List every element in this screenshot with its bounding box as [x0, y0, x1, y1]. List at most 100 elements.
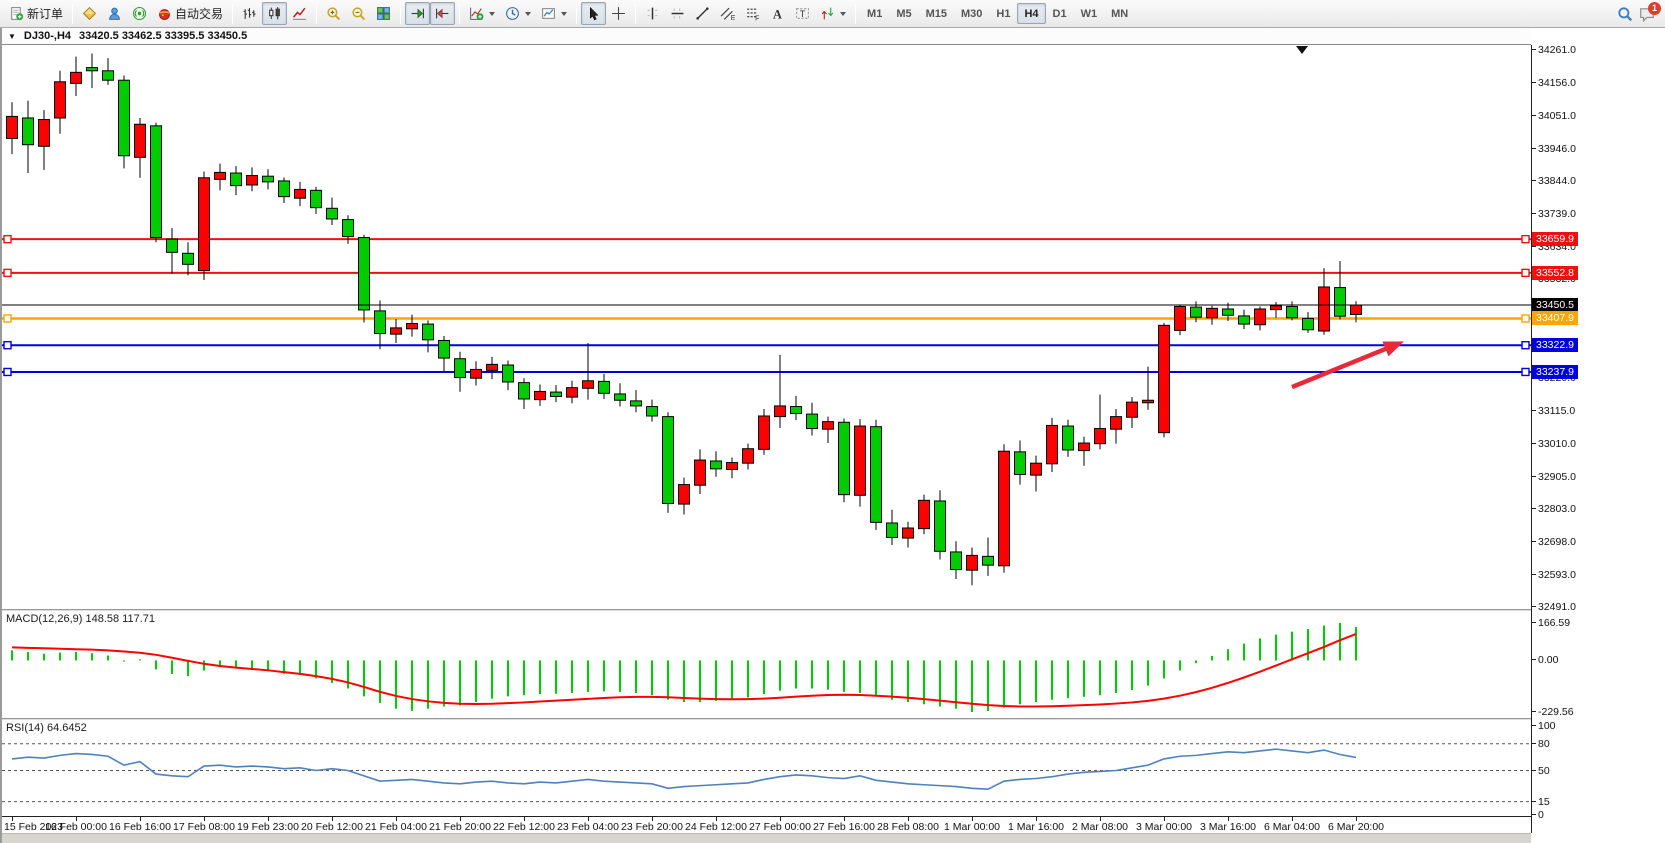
label-icon: T	[796, 8, 809, 19]
strategy-tester-button[interactable]	[127, 2, 152, 25]
auto-trading-button-label: 自动交易	[175, 7, 224, 21]
timeframe-button-m1[interactable]: M1	[867, 7, 883, 20]
candle	[1254, 306, 1266, 331]
crosshair-tool-button[interactable]	[606, 2, 631, 25]
bar-chart-mode-button[interactable]	[237, 2, 262, 25]
hline-left-anchor[interactable]	[3, 367, 12, 377]
candle	[582, 342, 594, 400]
rsi-tick-label: 15	[1531, 795, 1550, 808]
cursor-tool-button[interactable]	[581, 2, 607, 25]
candle	[838, 418, 850, 503]
timeframe-button-d1[interactable]: D1	[1052, 7, 1067, 20]
data-window-button[interactable]	[102, 2, 127, 25]
rsi-indicator-pane[interactable]: RSI(14) 64.6452	[2, 720, 1531, 816]
text-label-tool[interactable]: T	[790, 2, 815, 25]
price-axis[interactable]: 34261.0 34156.0 34051.0 33946.0 33844.0 33739…	[1530, 28, 1665, 843]
hline-right-anchor[interactable]	[1521, 367, 1530, 377]
hline-33552.8[interactable]	[2, 268, 1531, 278]
candle	[438, 336, 450, 372]
candlestick-mode-button[interactable]	[262, 2, 288, 25]
auto-scroll-button[interactable]	[405, 2, 431, 25]
indicators-button[interactable]	[464, 2, 500, 25]
hline-left-anchor[interactable]	[3, 268, 12, 278]
hline-33237.9[interactable]	[2, 367, 1531, 377]
time-label: 3 Mar 00:00	[1135, 821, 1193, 833]
hline-right-anchor[interactable]	[1521, 341, 1530, 350]
arrows-tool[interactable]	[815, 2, 851, 25]
vertical-line-tool[interactable]	[640, 2, 665, 25]
chart-info-strip[interactable]: ▼ DJ30-,H4 33420.5 33462.5 33395.5 33450…	[2, 28, 1531, 45]
search-icon[interactable]	[1617, 6, 1633, 22]
fibonacci-tool[interactable]: F	[740, 2, 765, 25]
trend-arrow-annotation[interactable]	[1291, 341, 1404, 390]
periods-button[interactable]	[500, 2, 536, 25]
candle	[374, 300, 386, 350]
notifications-icon[interactable]: 1	[1639, 1, 1661, 22]
candle	[310, 186, 322, 214]
price-tick-label: 32698.0	[1531, 535, 1576, 548]
timeframe-button-h1[interactable]: H1	[996, 7, 1011, 20]
chart-shift-button[interactable]	[430, 2, 456, 25]
pane-splitter[interactable]	[2, 718, 1531, 720]
scroll-to-end-marker-icon[interactable]	[1296, 46, 1308, 54]
hline-33659.9[interactable]	[2, 234, 1531, 244]
hline-left-anchor[interactable]	[3, 341, 12, 350]
timeframe-button-m15[interactable]: M15	[925, 7, 947, 20]
market-watch-button[interactable]	[77, 2, 102, 25]
time-axis[interactable]: 15 Feb 2023 16 Feb 00:00 16 Feb 16:00 17 Fe…	[2, 816, 1531, 833]
candle	[54, 70, 66, 134]
text-tool[interactable]: A	[765, 2, 790, 25]
trendline-tool[interactable]	[690, 2, 715, 25]
macd-indicator-pane[interactable]: MACD(12,26,9) 148.58 117.71	[2, 611, 1531, 718]
price-chart-pane[interactable]	[2, 45, 1531, 609]
one-click-trading-collapse-icon[interactable]: ▼	[8, 31, 16, 41]
hline-33407.9[interactable]	[2, 314, 1531, 323]
rsi-tick-label: 80	[1531, 737, 1550, 750]
candle	[614, 383, 626, 407]
tile-windows-button[interactable]	[371, 2, 396, 25]
time-label: 24 Feb 12:00	[685, 821, 747, 833]
horizontal-scrollbar[interactable]	[2, 833, 1531, 843]
time-tick	[524, 817, 525, 821]
candle	[1174, 304, 1186, 336]
time-tick	[588, 817, 589, 821]
zoom-out-button[interactable]	[346, 2, 371, 25]
hline-right-anchor[interactable]	[1521, 234, 1530, 244]
zoom-in-icon	[327, 7, 341, 21]
new-order-button[interactable]: 新订单	[4, 2, 68, 25]
price-badge-33407.9: 33407.9	[1532, 311, 1578, 326]
horizontal-line-tool[interactable]	[665, 2, 690, 25]
price-badge-33552.8: 33552.8	[1532, 265, 1578, 280]
pane-splitter[interactable]	[2, 609, 1531, 611]
price-tick-label: 32491.0	[1531, 601, 1576, 613]
hline-right-anchor[interactable]	[1521, 268, 1530, 278]
template-icon	[542, 8, 555, 19]
timeframe-button-h4[interactable]: H4	[1017, 3, 1046, 24]
hline-33322.9[interactable]	[2, 341, 1531, 350]
candle	[214, 163, 226, 191]
hline-right-anchor[interactable]	[1521, 314, 1530, 323]
timeframe-button-mn[interactable]: MN	[1111, 7, 1129, 20]
main-chart-svg	[2, 53, 1531, 586]
auto-trading-button[interactable]: 自动交易	[152, 2, 228, 25]
candle	[758, 409, 770, 455]
equidistant-channel-tool[interactable]: E	[715, 2, 740, 25]
search-icon	[1618, 6, 1633, 21]
candle	[342, 215, 354, 244]
templates-button[interactable]	[536, 2, 572, 25]
time-tick	[396, 817, 397, 821]
candle	[902, 521, 914, 548]
hline-left-anchor[interactable]	[3, 234, 12, 244]
timeframe-button-w1[interactable]: W1	[1080, 7, 1098, 20]
line-chart-mode-button[interactable]	[287, 2, 312, 25]
hline-left-anchor[interactable]	[3, 314, 12, 323]
gold-diamond-icon	[82, 6, 97, 21]
timeframe-button-m5[interactable]: M5	[896, 7, 912, 20]
zoom-in-button[interactable]	[321, 2, 346, 25]
timeframe-button-m30[interactable]: M30	[961, 7, 983, 20]
indicator-add-icon	[470, 7, 484, 21]
time-label: 27 Feb 16:00	[813, 821, 875, 833]
candle	[934, 490, 946, 560]
price-tick-label: 33739.0	[1531, 208, 1576, 221]
auto-scroll-icon	[411, 8, 424, 19]
